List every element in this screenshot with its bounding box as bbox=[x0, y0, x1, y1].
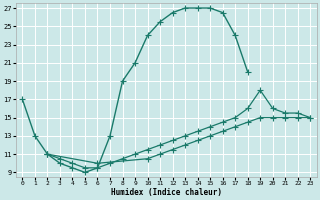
X-axis label: Humidex (Indice chaleur): Humidex (Indice chaleur) bbox=[111, 188, 222, 197]
